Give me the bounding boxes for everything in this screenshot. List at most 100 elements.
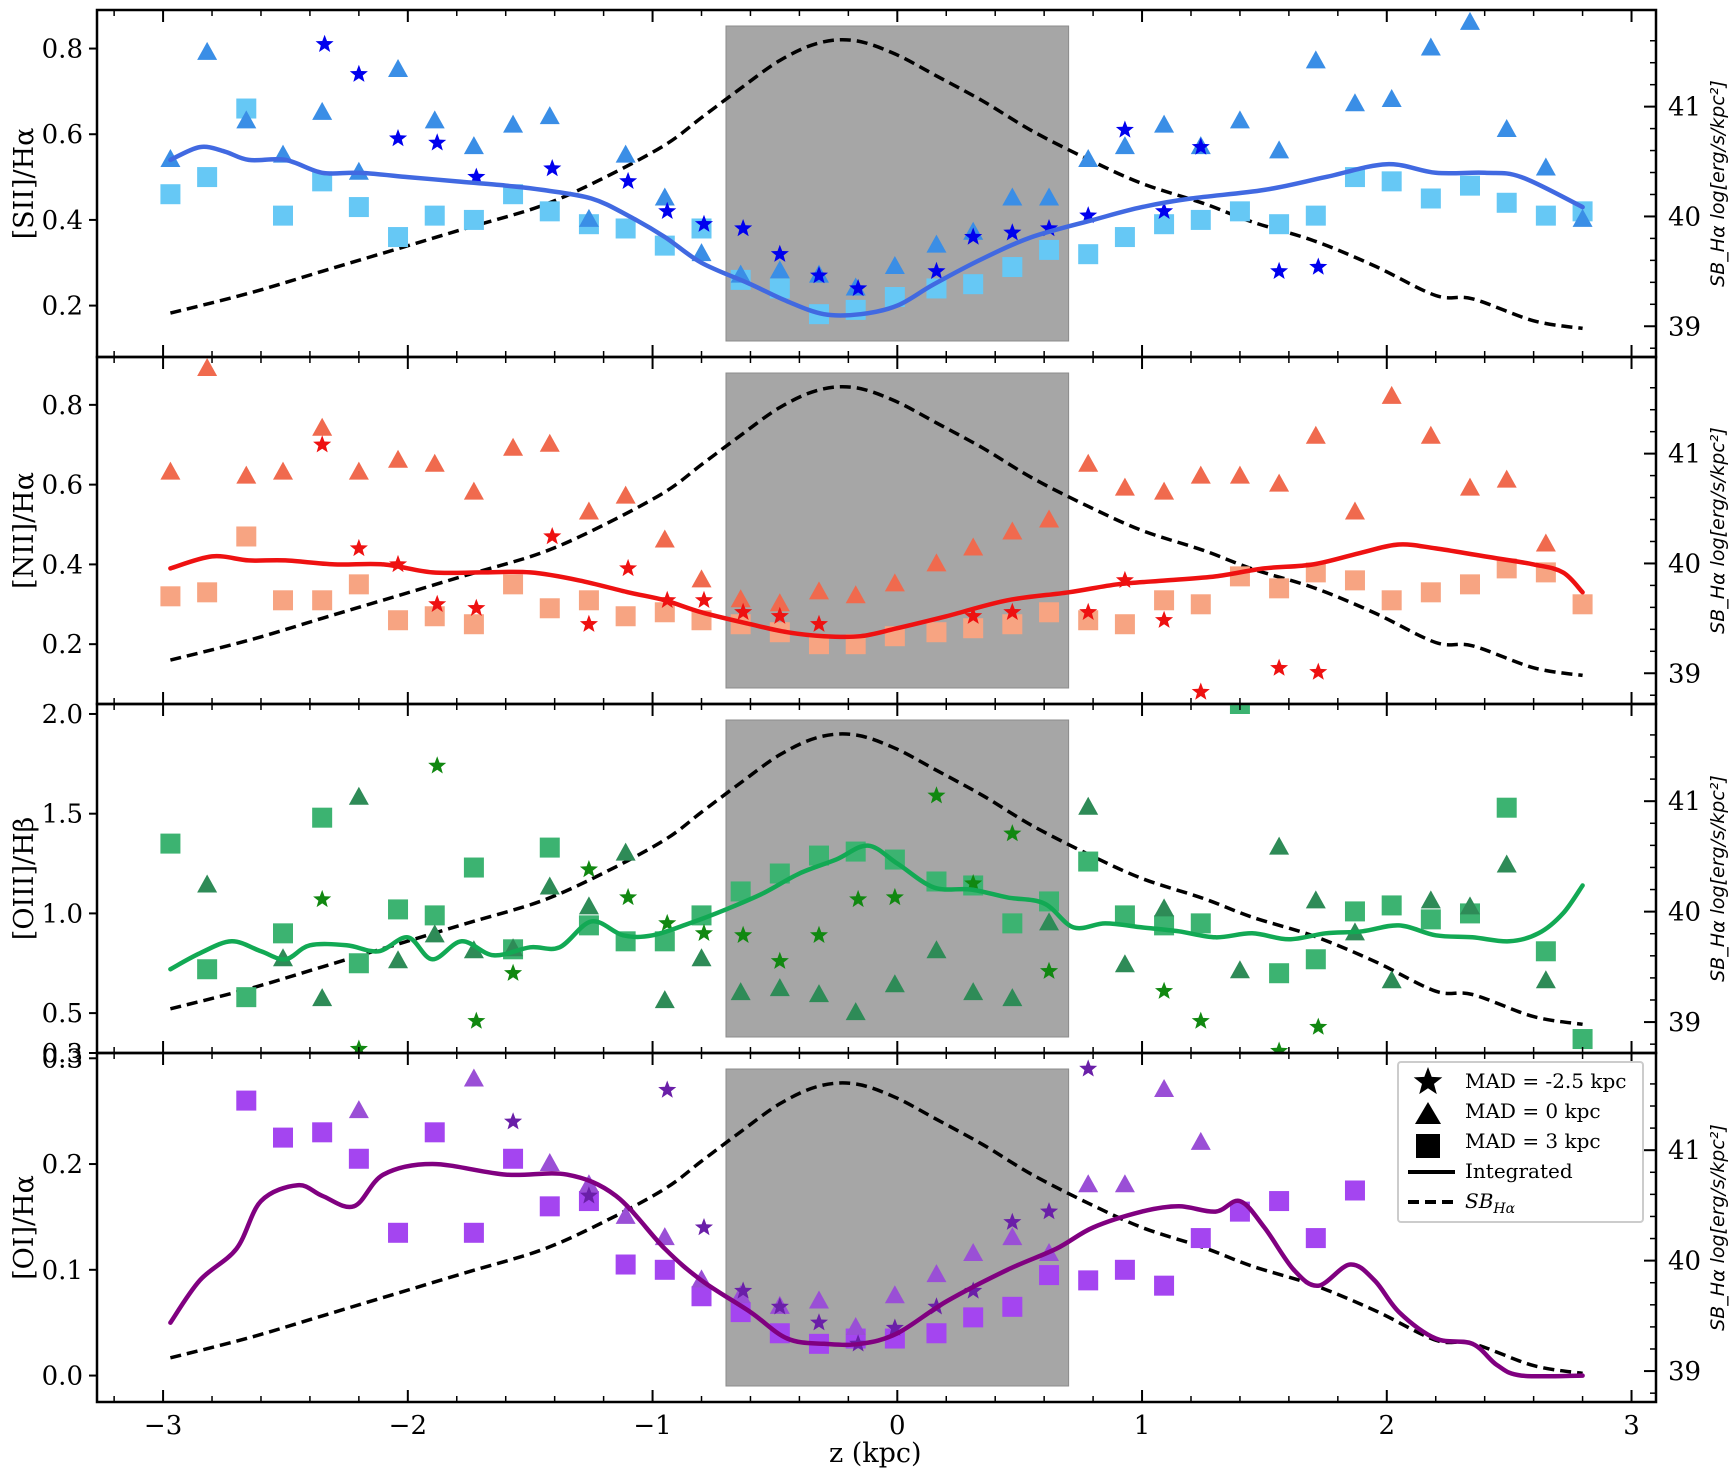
triangle-marker (1305, 425, 1326, 444)
square-marker (1496, 192, 1517, 213)
square-marker (236, 987, 257, 1008)
legend-dashed-label-sub: Hα (1492, 1201, 1515, 1217)
square-marker (1154, 1275, 1175, 1296)
star-marker (964, 606, 983, 624)
triangle-marker (1229, 960, 1250, 979)
square-marker (1190, 913, 1211, 934)
y-tick-label: 0.4 (42, 206, 83, 236)
triangle-marker (1229, 465, 1250, 484)
plot-area: 0.2 0.4 0.6 0.8 39 40 41 [SII]/Hα SB_Hα log[erg/… (9, 8, 1729, 1469)
square-marker (312, 171, 333, 192)
triangle-marker (926, 553, 947, 572)
triangle-marker (463, 481, 484, 500)
square-marker (654, 1259, 675, 1280)
triangle-marker (578, 208, 599, 227)
star-marker (467, 1011, 486, 1029)
square-marker (1269, 1191, 1290, 1212)
triangle-marker (463, 940, 484, 959)
triangle-marker (1459, 11, 1480, 30)
square-marker (1535, 205, 1556, 226)
legend-frame (1397, 1061, 1644, 1223)
square-marker (1344, 570, 1365, 591)
square-marker (1305, 1228, 1326, 1249)
star-marker (734, 219, 753, 237)
square-marker (1078, 1270, 1099, 1291)
square-marker (463, 209, 484, 230)
sb-halpha-line (169, 1081, 1583, 1376)
triangle-marker (312, 101, 333, 120)
square-marker (963, 274, 984, 295)
square-marker (1078, 610, 1099, 631)
square-marker (926, 622, 947, 643)
y-right-axis-label: SB_Hα log[erg/s/kpc²] (1707, 80, 1729, 287)
triangle-marker (503, 437, 524, 456)
square-marker (1002, 1296, 1023, 1317)
panel-content-oiii (160, 704, 1593, 1053)
triangle-marker (1381, 970, 1402, 989)
square-marker (1002, 913, 1023, 934)
square-marker (388, 610, 409, 631)
triangle-marker (1535, 157, 1556, 176)
x-tick-label: 2 (1379, 1411, 1396, 1441)
star-marker (694, 590, 713, 608)
triangle-marker (463, 136, 484, 155)
star-marker (428, 133, 447, 151)
triangle-marker (769, 260, 790, 279)
triangle-marker (424, 924, 445, 943)
triangle-marker (963, 537, 984, 556)
triangle-marker (1535, 970, 1556, 989)
star-marker (1155, 981, 1174, 999)
square-marker (1344, 1180, 1365, 1201)
star-marker (849, 279, 868, 297)
triangle-marker (1190, 465, 1211, 484)
star-marker (1270, 261, 1289, 279)
square-marker (1078, 244, 1099, 265)
star-marker (467, 167, 486, 185)
triangle-marker (236, 465, 257, 484)
star-marker (313, 889, 332, 908)
triangle-marker (769, 978, 790, 997)
triangle-marker (1002, 1227, 1023, 1246)
triangle-marker (160, 461, 181, 480)
legend-triangle-marker (1415, 1102, 1441, 1124)
triangle-marker (388, 449, 409, 468)
square-marker (1344, 901, 1365, 922)
triangle-marker (963, 1242, 984, 1261)
triangle-marker (236, 110, 257, 129)
star-marker (927, 786, 946, 804)
triangle-marker (926, 940, 947, 959)
star-marker (694, 214, 713, 232)
star-marker (1040, 961, 1059, 979)
square-marker (808, 845, 829, 866)
x-axis-label: z (kpc) (829, 1438, 922, 1469)
legend-square-marker (1416, 1134, 1440, 1158)
legend-dashed-label-main: SB (1465, 1189, 1493, 1213)
star-marker (885, 887, 904, 906)
triangle-marker (926, 1264, 947, 1283)
star-marker (1191, 1011, 1210, 1029)
triangle-marker (1114, 954, 1135, 973)
triangle-marker (578, 1174, 599, 1193)
y-tick-label: 0.2 (42, 292, 83, 322)
square-marker (463, 614, 484, 635)
square-marker (1002, 257, 1023, 278)
triangle-marker (615, 1205, 636, 1224)
star-marker (349, 1039, 368, 1053)
panel-sii: 0.2 0.4 0.6 0.8 39 40 41 [SII]/Hα SB_Hα log[erg/… (9, 8, 1729, 359)
triangle-marker (348, 1100, 369, 1119)
star-marker (770, 1297, 789, 1315)
star-marker (810, 1313, 828, 1331)
square-marker (503, 1148, 524, 1169)
square-marker (312, 590, 333, 611)
triangle-marker (539, 1153, 560, 1172)
panel-content-oi (168, 1059, 1585, 1387)
triangle-marker (197, 357, 218, 376)
triangle-marker (197, 874, 218, 893)
triangle-marker (197, 41, 218, 60)
square-marker (1381, 895, 1402, 916)
star-marker (1270, 658, 1289, 676)
triangle-marker (424, 453, 445, 472)
triangle-marker (424, 110, 445, 129)
square-marker (769, 863, 790, 884)
y-tick-label: 0.3 (42, 1039, 83, 1069)
